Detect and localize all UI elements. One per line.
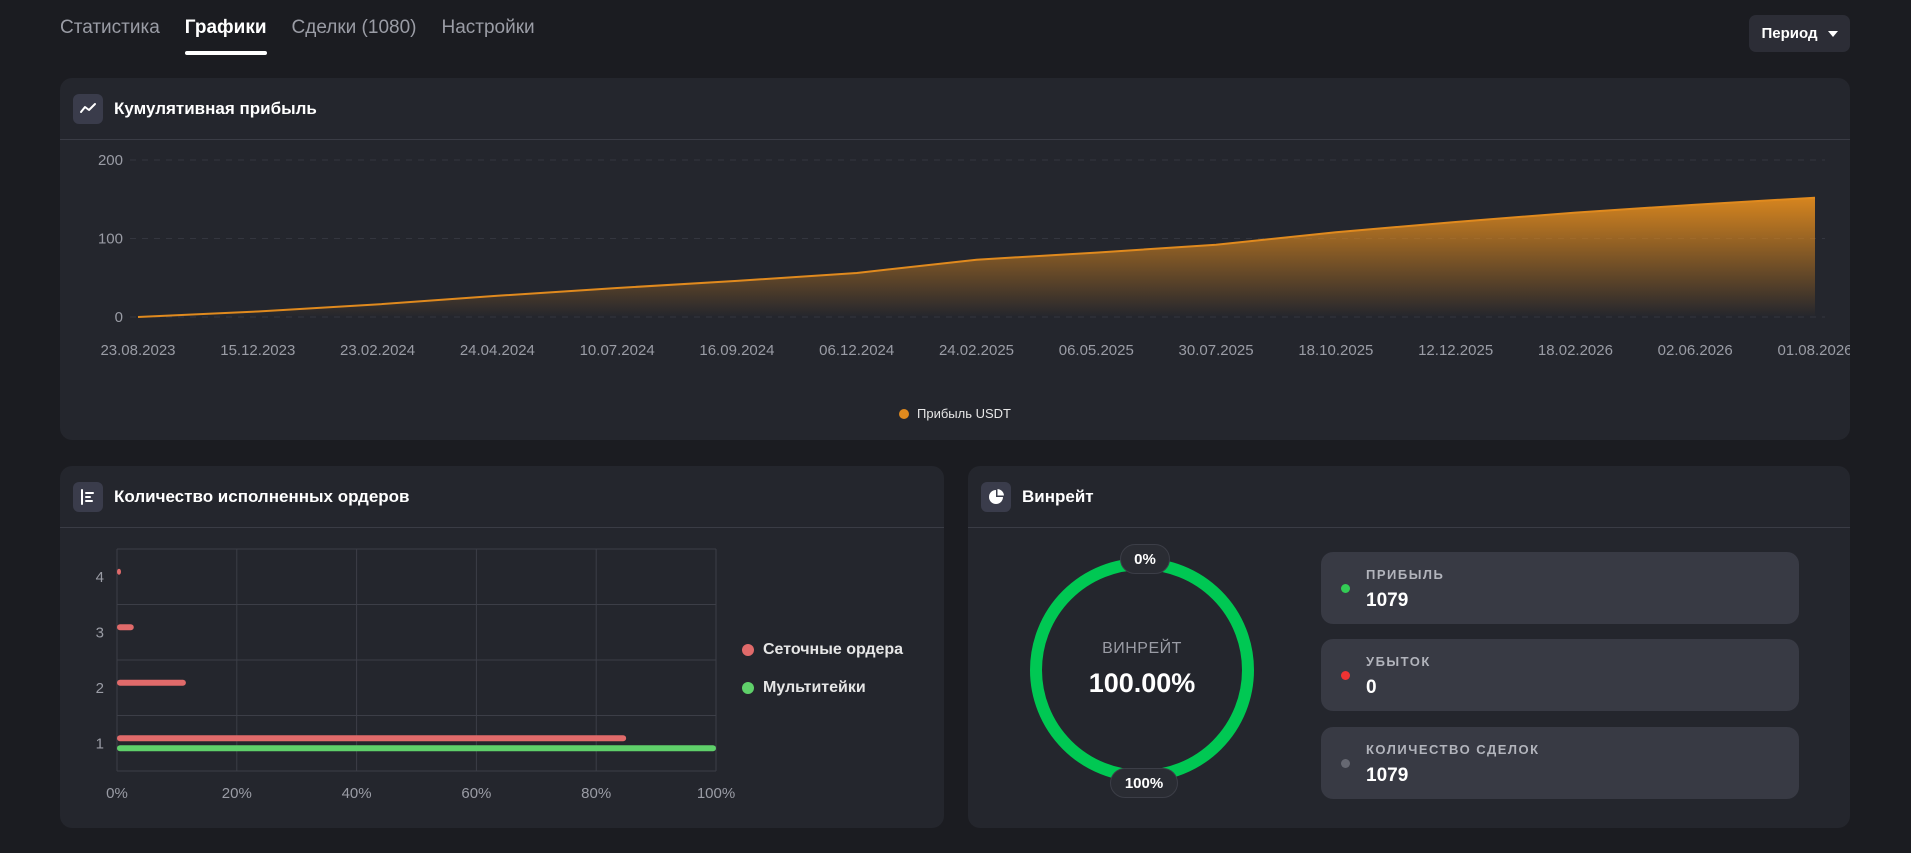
series-area-profit <box>138 197 1815 317</box>
pie-chart-icon <box>981 481 1011 512</box>
stat-label: УБЫТОК <box>1366 654 1431 669</box>
x-tick-label: 100% <box>697 785 735 802</box>
tab-statistics[interactable]: Статистика <box>60 17 160 38</box>
y-tick-label: 0 <box>115 309 123 326</box>
status-dot-count <box>1341 759 1350 768</box>
bar-grid-orders <box>117 568 121 575</box>
tab-deals[interactable]: Сделки (1080) <box>291 17 417 38</box>
legend-label-grid-orders: Сеточные ордера <box>763 641 904 658</box>
legend-dot-grid-orders <box>742 644 754 656</box>
tab-charts[interactable]: Графики <box>184 0 267 56</box>
winrate-card: Винрейт ВИНРЕЙТ 100.00% 0% 100% ПРИБЫЛЬ … <box>968 466 1850 828</box>
stat-value: 1079 <box>1366 590 1409 611</box>
legend-item-multi-deals[interactable]: Мультитейки <box>742 679 903 697</box>
orders-bar-chart: 0% 20% 40% 60% 80% 100% 1 2 3 4 <box>96 548 735 802</box>
donut-center: ВИНРЕЙТ 100.00% <box>1026 640 1258 699</box>
stat-profit: ПРИБЫЛЬ 1079 <box>1321 552 1799 624</box>
chart-legend: Сеточные ордера Мультитейки <box>742 641 903 697</box>
x-tick-label: 0% <box>106 785 128 802</box>
win-percent-pill: 100% <box>1110 768 1178 798</box>
donut-value: 100.00% <box>1088 668 1196 698</box>
y-tick-label: 1 <box>96 735 104 752</box>
bar-list-icon <box>73 481 103 512</box>
cumulative-profit-card: Кумулятивная прибыль 0 100 200 23.08.2023 15… <box>60 78 1850 440</box>
legend-item-grid-orders[interactable]: Сеточные ордера <box>742 641 903 659</box>
x-tick-label: 60% <box>461 785 491 802</box>
card-title: Винрейт <box>1022 486 1094 506</box>
x-tick-label: 15.12.2023 <box>220 342 295 359</box>
x-tick-label: 18.02.2026 <box>1538 342 1613 359</box>
loss-percent-pill: 0% <box>1120 544 1170 574</box>
line-chart-icon <box>73 93 103 124</box>
x-tick-label: 18.10.2025 <box>1298 342 1373 359</box>
x-tick-label: 01.08.2026 <box>1777 342 1850 359</box>
chart-legend: Прибыль USDT <box>60 406 1850 421</box>
period-dropdown[interactable]: Период <box>1749 15 1850 52</box>
y-tick-label: 3 <box>96 624 104 641</box>
main-tabs: Статистика Графики Сделки (1080) Настрой… <box>60 0 535 56</box>
bar-grid-orders <box>117 679 186 686</box>
bar-grid-orders <box>117 735 627 742</box>
card-header: Количество исполненных ордеров <box>60 466 944 528</box>
card-title: Количество исполненных ордеров <box>114 486 410 506</box>
x-tick-label: 23.02.2024 <box>340 342 415 359</box>
y-tick-label: 4 <box>96 569 104 586</box>
x-tick-label: 30.07.2025 <box>1179 342 1254 359</box>
legend-label-multi-deals: Мультитейки <box>763 679 866 696</box>
winrate-donut: ВИНРЕЙТ 100.00% 0% 100% <box>1026 544 1258 798</box>
card-title: Кумулятивная прибыль <box>114 98 317 118</box>
x-tick-label: 20% <box>222 785 252 802</box>
legend-dot-multi-deals <box>742 682 754 694</box>
card-header: Кумулятивная прибыль <box>60 78 1850 140</box>
stat-label: ПРИБЫЛЬ <box>1366 567 1445 582</box>
legend-label-profit: Прибыль USDT <box>917 406 1011 421</box>
x-tick-label: 16.09.2024 <box>699 342 774 359</box>
card-header: Винрейт <box>968 466 1850 528</box>
x-tick-label: 12.12.2025 <box>1418 342 1493 359</box>
caret-down-icon <box>1827 30 1838 37</box>
y-tick-label: 2 <box>96 680 104 697</box>
legend-dot-profit <box>899 408 909 419</box>
donut-label: ВИНРЕЙТ <box>1102 640 1182 657</box>
stat-loss: УБЫТОК 0 <box>1321 639 1799 711</box>
executed-orders-card: Количество исполненных ордеров 0% 20% 40% 6… <box>60 466 944 828</box>
x-tick-label: 10.07.2024 <box>580 342 655 359</box>
x-tick-label: 06.05.2025 <box>1059 342 1134 359</box>
x-tick-label: 80% <box>581 785 611 802</box>
bar-grid-orders <box>117 624 134 631</box>
x-tick-label: 06.12.2024 <box>819 342 894 359</box>
period-label: Период <box>1761 25 1818 42</box>
bar-multi-deals <box>117 745 716 752</box>
y-tick-label: 200 <box>98 152 123 169</box>
status-dot-profit <box>1341 584 1350 593</box>
x-tick-label: 40% <box>342 785 372 802</box>
stat-deal-count: КОЛИЧЕСТВО СДЕЛОК 1079 <box>1321 727 1799 799</box>
x-tick-label: 02.06.2026 <box>1658 342 1733 359</box>
cumulative-profit-chart: 0 100 200 23.08.2023 15.12.2023 23.02.2024 24.… <box>98 152 1850 359</box>
x-tick-label: 23.08.2023 <box>100 342 175 359</box>
x-tick-label: 24.04.2024 <box>460 342 535 359</box>
x-tick-label: 24.02.2025 <box>939 342 1014 359</box>
stat-value: 1079 <box>1366 765 1409 786</box>
stat-label: КОЛИЧЕСТВО СДЕЛОК <box>1366 742 1540 757</box>
stat-value: 0 <box>1366 677 1377 698</box>
tab-settings[interactable]: Настройки <box>441 17 535 38</box>
status-dot-loss <box>1341 671 1350 680</box>
y-tick-label: 100 <box>98 231 123 248</box>
